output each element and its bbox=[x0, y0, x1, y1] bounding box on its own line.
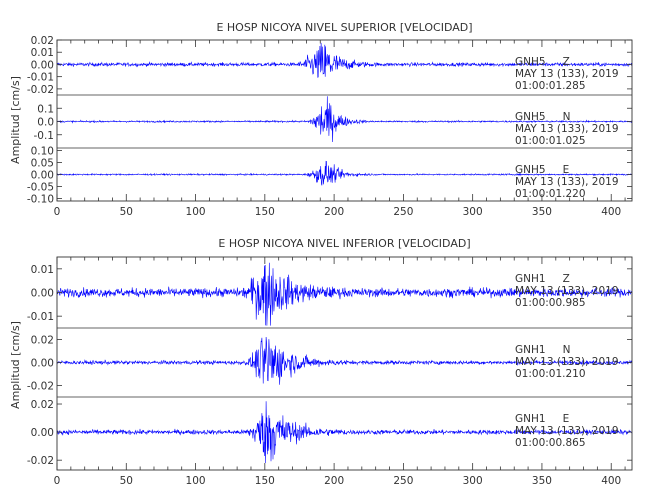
y-tick-label: 0.01 bbox=[31, 264, 54, 276]
y-tick-label: 0.02 bbox=[31, 399, 54, 411]
chart-panel-2: E HOSP NICOYA NIVEL INFERIOR [VELOCIDAD]… bbox=[9, 237, 633, 487]
station-label: GNH5 N bbox=[515, 111, 570, 123]
x-tick-label: 50 bbox=[120, 206, 133, 218]
trace-date: MAY 13 (133), 2019 bbox=[515, 425, 619, 437]
station-label: GNH1 E bbox=[515, 413, 569, 425]
y-tick-label: 0.05 bbox=[31, 157, 54, 169]
x-tick-label: 300 bbox=[463, 206, 483, 218]
chart-title: E HOSP NICOYA NIVEL INFERIOR [VELOCIDAD] bbox=[218, 237, 470, 250]
y-tick-label: -0.1 bbox=[34, 130, 55, 142]
station-code: GNH5 bbox=[515, 111, 546, 123]
trace-time: 01:00:01.285 bbox=[515, 80, 586, 92]
y-tick-label: 0.00 bbox=[31, 59, 54, 71]
station-component: N bbox=[563, 111, 571, 123]
trace-time: 01:00:01.025 bbox=[515, 135, 586, 147]
x-tick-label: 350 bbox=[532, 206, 552, 218]
station-code: GNH1 bbox=[515, 273, 546, 285]
trace-time: 01:00:01.210 bbox=[515, 368, 586, 380]
station-label: GNH1 N bbox=[515, 344, 570, 356]
y-tick-label: 0.02 bbox=[31, 35, 54, 47]
x-tick-label: 200 bbox=[324, 475, 344, 487]
station-label: GNH5 E bbox=[515, 164, 569, 176]
waveform-line bbox=[56, 96, 633, 143]
station-code: GNH5 bbox=[515, 56, 546, 68]
y-tick-label: -0.05 bbox=[27, 182, 54, 194]
x-tick-label: 250 bbox=[393, 475, 413, 487]
x-tick-label: 200 bbox=[324, 206, 344, 218]
y-tick-label: 0.00 bbox=[31, 288, 54, 300]
y-tick-label: 0.10 bbox=[31, 145, 54, 157]
station-code: GNH5 bbox=[515, 164, 546, 176]
y-tick-label: 0.01 bbox=[31, 47, 54, 59]
y-tick-label: -0.01 bbox=[27, 72, 54, 84]
trace-date: MAY 13 (133), 2019 bbox=[515, 176, 619, 188]
station-code: GNH1 bbox=[515, 344, 546, 356]
station-component: Z bbox=[563, 56, 570, 68]
x-tick-label: 0 bbox=[54, 475, 61, 487]
x-tick-label: 0 bbox=[54, 206, 61, 218]
trace-time: 01:00:01.220 bbox=[515, 188, 586, 200]
waveform-line bbox=[56, 401, 633, 464]
trace-time: 01:00:00.985 bbox=[515, 297, 586, 309]
trace-date: MAY 13 (133), 2019 bbox=[515, 123, 619, 135]
station-code: GNH1 bbox=[515, 413, 546, 425]
station-component: Z bbox=[563, 273, 570, 285]
y-tick-label: -0.02 bbox=[27, 455, 54, 467]
y-tick-label: -0.02 bbox=[27, 381, 54, 393]
plot-frame bbox=[56, 256, 633, 471]
y-tick-label: 0.00 bbox=[31, 427, 54, 439]
waveform-line bbox=[56, 262, 633, 326]
y-axis-label: Amplitud [cm/s] bbox=[9, 76, 22, 164]
waveform-line bbox=[56, 336, 633, 385]
x-tick-label: 100 bbox=[186, 475, 206, 487]
x-tick-label: 400 bbox=[601, 475, 621, 487]
station-component: E bbox=[563, 164, 570, 176]
x-tick-label: 300 bbox=[463, 475, 483, 487]
y-tick-label: 0.02 bbox=[31, 335, 54, 347]
y-tick-label: 0.1 bbox=[37, 103, 54, 115]
trace-date: MAY 13 (133), 2019 bbox=[515, 68, 619, 80]
y-tick-label: -0.02 bbox=[27, 84, 54, 96]
chart-panel-1: E HOSP NICOYA NIVEL SUPERIOR [VELOCIDAD]… bbox=[9, 21, 633, 218]
waveform-line bbox=[56, 42, 633, 78]
x-tick-label: 400 bbox=[601, 206, 621, 218]
x-tick-label: 50 bbox=[120, 475, 133, 487]
y-tick-label: -0.01 bbox=[27, 311, 54, 323]
x-tick-label: 350 bbox=[532, 475, 552, 487]
x-tick-label: 150 bbox=[255, 475, 275, 487]
station-label: GNH5 Z bbox=[515, 56, 570, 68]
x-tick-label: 100 bbox=[186, 206, 206, 218]
y-tick-label: 0.00 bbox=[31, 170, 54, 182]
trace-date: MAY 13 (133), 2019 bbox=[515, 356, 619, 368]
trace-time: 01:00:00.865 bbox=[515, 437, 586, 449]
plot-frame bbox=[56, 39, 633, 202]
y-tick-label: 0.0 bbox=[37, 117, 54, 129]
waveform-line bbox=[56, 160, 633, 186]
trace-date: MAY 13 (133), 2019 bbox=[515, 285, 619, 297]
y-tick-label: -0.10 bbox=[27, 194, 54, 206]
station-component: E bbox=[563, 413, 570, 425]
station-component: N bbox=[563, 344, 571, 356]
x-tick-label: 250 bbox=[393, 206, 413, 218]
y-tick-label: 0.00 bbox=[31, 358, 54, 370]
chart-title: E HOSP NICOYA NIVEL SUPERIOR [VELOCIDAD] bbox=[216, 21, 472, 34]
station-label: GNH1 Z bbox=[515, 273, 570, 285]
x-tick-label: 150 bbox=[255, 206, 275, 218]
y-axis-label: Amplitud [cm/s] bbox=[9, 321, 22, 409]
